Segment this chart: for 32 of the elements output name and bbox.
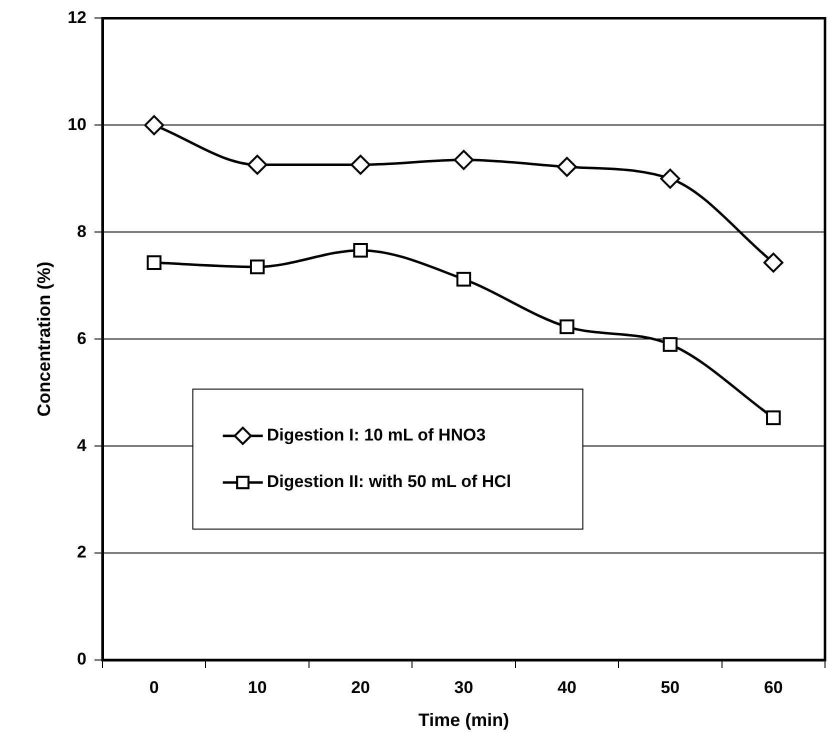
point [660,168,680,189]
x-tick-label: 40 [558,678,576,697]
x-tick-label: 10 [248,678,267,697]
y-tick-label: 10 [68,114,87,134]
point [454,150,474,170]
point [662,337,678,352]
x-tick-label: 0 [149,678,159,697]
x-tick-label: 50 [660,678,680,697]
y-tick-label: 6 [77,328,87,348]
x-tick-label: 30 [454,678,474,697]
y-axis-title: Concentration (%) [34,262,54,417]
y-tick-label: 4 [77,436,88,455]
legend-label: Digestion I: 10 mL of HNO3 [266,426,486,445]
y-tick-label: 8 [77,222,87,241]
x-tick-label: 60 [764,678,783,697]
point [560,319,574,334]
y-tick-label: 0 [77,650,87,669]
point [353,242,368,258]
x-tick-label: 20 [351,678,370,697]
point [350,154,371,175]
point [763,252,784,273]
point [556,156,577,177]
point [247,154,268,175]
legend-label: Digestion II: with 50 mL of HCl [266,472,512,492]
point [250,260,265,274]
point [766,410,781,426]
point [456,272,472,287]
x-axis-title: Time (min) [418,710,510,730]
y-tick-label: 2 [77,542,87,562]
point [146,255,162,270]
point [144,115,164,136]
y-tick-label: 12 [68,8,87,27]
